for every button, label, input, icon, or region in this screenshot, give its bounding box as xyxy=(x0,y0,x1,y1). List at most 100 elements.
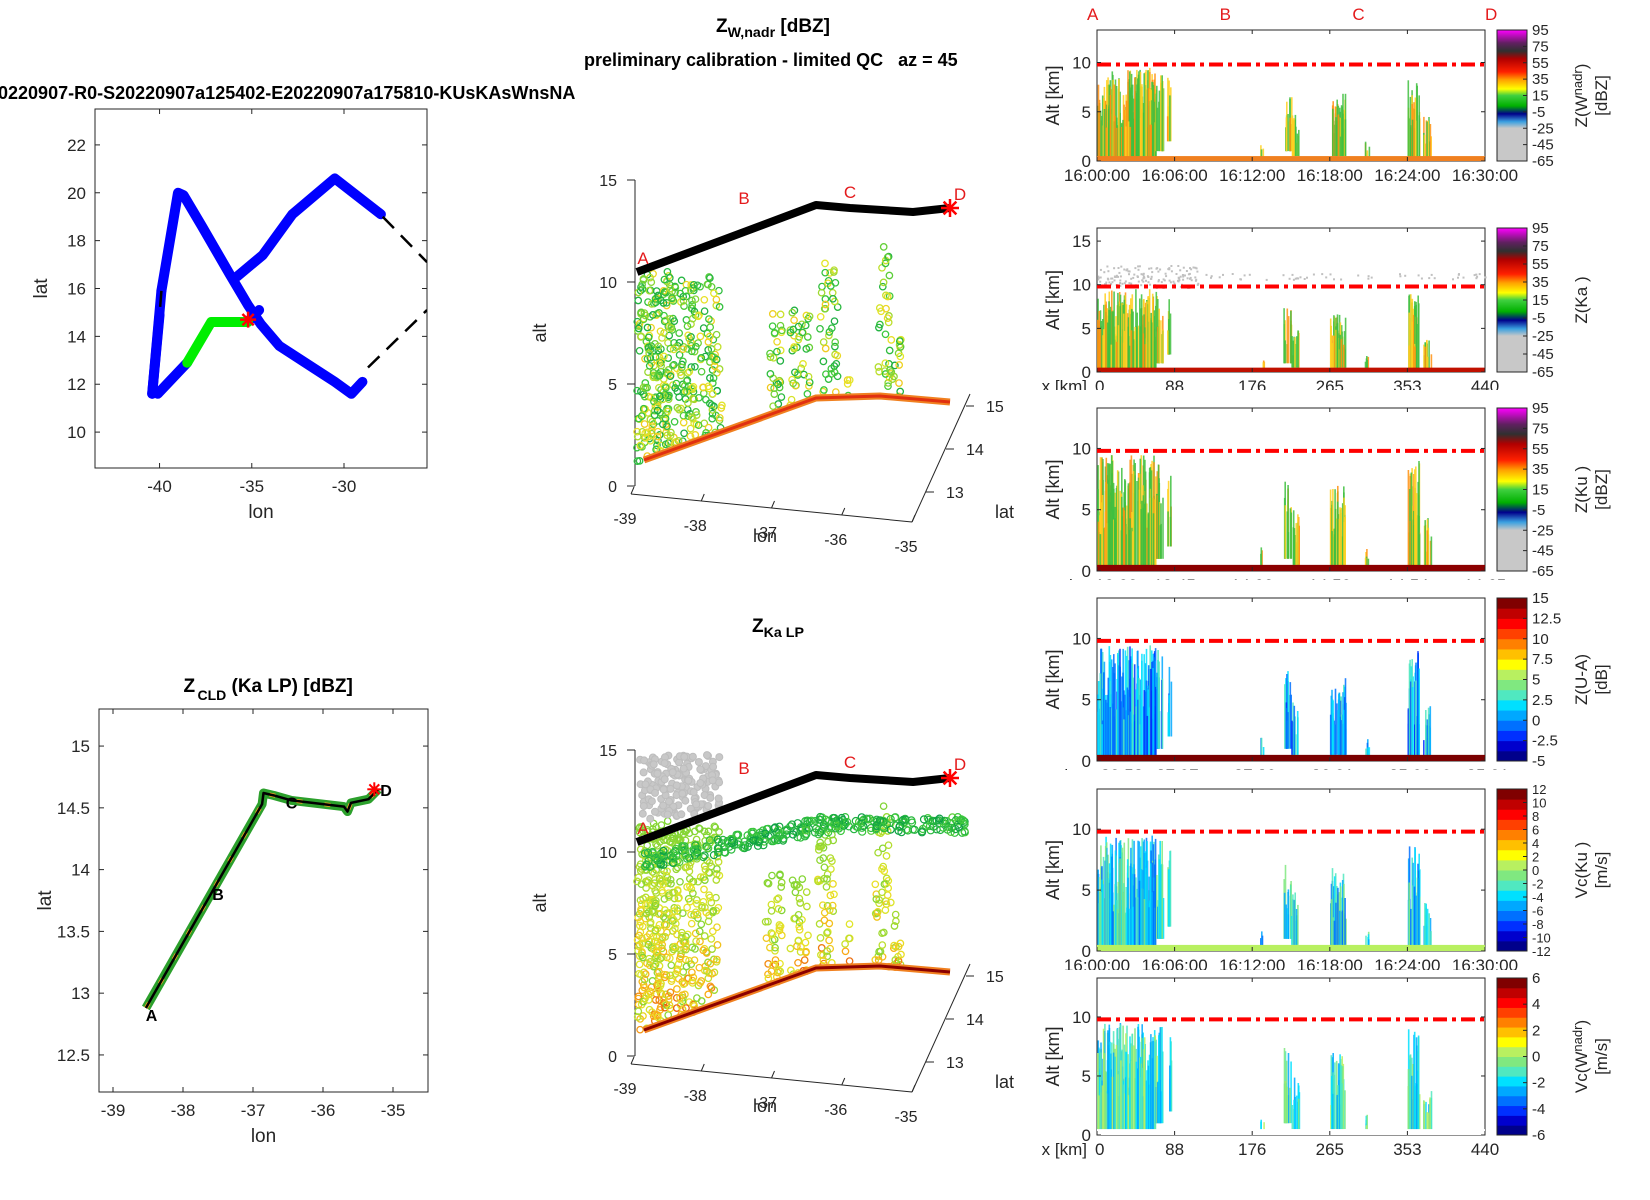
scatter-point xyxy=(818,282,826,291)
data-column xyxy=(1122,672,1124,759)
data-column xyxy=(1295,909,1298,945)
cirrus-pixel xyxy=(1163,279,1166,282)
scatter-point xyxy=(692,937,700,946)
scatter-point xyxy=(694,877,702,886)
scatter-point xyxy=(960,828,969,837)
scatter-point xyxy=(790,316,798,325)
colorbar-tick-label: 12 xyxy=(1532,782,1546,797)
scatter-point xyxy=(694,421,703,430)
colorbar-band xyxy=(1497,1017,1527,1028)
scatter-point xyxy=(651,901,659,910)
data-column xyxy=(1099,1052,1102,1133)
data-column xyxy=(1429,124,1432,158)
colorbar-band xyxy=(1497,920,1527,932)
scatter-point xyxy=(777,883,786,891)
colorbar-tick-label: -2 xyxy=(1532,877,1544,892)
scatter-point xyxy=(639,1012,647,1020)
data-column xyxy=(1128,660,1130,759)
lon-tick xyxy=(630,486,635,495)
data-column xyxy=(1291,1105,1294,1130)
cirrus-pixel xyxy=(1367,275,1370,278)
colorbar-tick-label: 10 xyxy=(1532,631,1549,648)
track-line xyxy=(147,309,165,399)
data-column xyxy=(1139,71,1142,160)
colorbar-band xyxy=(1497,1095,1527,1107)
scatter-point xyxy=(695,927,704,936)
scatter-point xyxy=(684,382,693,390)
alt-tick-label: 10 xyxy=(599,845,617,862)
scatter-point xyxy=(822,883,831,891)
data-column xyxy=(1409,681,1412,758)
data-column xyxy=(1339,136,1342,157)
scatter-point xyxy=(684,776,693,785)
scatter-point xyxy=(816,815,825,824)
scatter-point xyxy=(666,971,675,980)
data-column xyxy=(1285,1060,1288,1124)
data-column xyxy=(1339,334,1341,368)
data-column xyxy=(1260,547,1263,568)
scatter-point xyxy=(774,894,783,903)
y-axis-label: lat xyxy=(31,278,52,299)
data-column xyxy=(1414,97,1417,159)
scatter-point xyxy=(672,994,681,1002)
track-line xyxy=(152,357,193,399)
x-tick-label: -38.53 xyxy=(1095,766,1143,770)
scatter-point xyxy=(875,323,883,332)
scatter-point xyxy=(694,339,702,347)
cirrus-pixel xyxy=(1186,277,1189,280)
cirrus-pixel xyxy=(1126,268,1129,271)
scatter-point xyxy=(718,835,728,845)
y-tick-label: 14.5 xyxy=(57,799,90,818)
data-column xyxy=(1101,724,1103,759)
track-segment-highlight xyxy=(182,317,254,368)
scatter-point xyxy=(676,368,685,376)
data-column xyxy=(1365,1115,1368,1133)
scatter-point xyxy=(829,907,838,915)
data-column xyxy=(1337,887,1339,945)
cirrus-pixel xyxy=(1178,279,1181,282)
data-column xyxy=(1295,126,1297,156)
axes-box xyxy=(98,708,429,1093)
colorbar-tick-label: -2 xyxy=(1532,1075,1545,1092)
scatter-point xyxy=(665,797,673,806)
scatter-point xyxy=(641,379,650,387)
surface-band xyxy=(1097,944,1485,951)
cirrus-pixel xyxy=(1134,267,1137,270)
data-column xyxy=(1119,648,1121,759)
scatter-point xyxy=(823,875,831,883)
scatter-point xyxy=(891,910,900,919)
scatter-point xyxy=(884,884,893,892)
colorbar-tick-label: 2 xyxy=(1532,850,1539,865)
cirrus-pixel xyxy=(1106,277,1109,280)
scatter-point xyxy=(705,315,713,323)
scatter-point xyxy=(891,956,900,964)
scatter-point xyxy=(820,916,829,925)
data-column xyxy=(1287,712,1289,749)
cirrus-pixel xyxy=(1137,280,1140,283)
cirrus-pixel xyxy=(1182,278,1185,281)
scatter-point xyxy=(683,903,691,912)
data-column xyxy=(1110,1069,1112,1133)
data-column xyxy=(1426,725,1429,758)
data-column xyxy=(1336,501,1339,565)
x-tick-label: -36 xyxy=(311,1101,336,1120)
colorbar-tick-label: 55 xyxy=(1532,55,1549,72)
scatter-point xyxy=(803,902,811,911)
data-column xyxy=(1127,121,1130,159)
scatter-point xyxy=(703,967,711,975)
scatter-point xyxy=(635,828,644,837)
data-column xyxy=(1290,512,1293,559)
data-column xyxy=(1152,513,1155,569)
scatter-point xyxy=(637,308,645,317)
data-column xyxy=(1332,108,1334,157)
cirrus-pixel xyxy=(1142,272,1145,275)
data-column xyxy=(1167,869,1170,927)
scatter-point xyxy=(672,851,681,860)
y-tick-label: 5 xyxy=(1082,103,1091,122)
colorbar-band xyxy=(1497,799,1527,810)
flight-track-3d xyxy=(635,771,951,846)
data-column xyxy=(1123,510,1126,569)
data-column xyxy=(1127,70,1129,159)
scatter-point xyxy=(816,312,825,321)
data-column xyxy=(1146,715,1149,759)
